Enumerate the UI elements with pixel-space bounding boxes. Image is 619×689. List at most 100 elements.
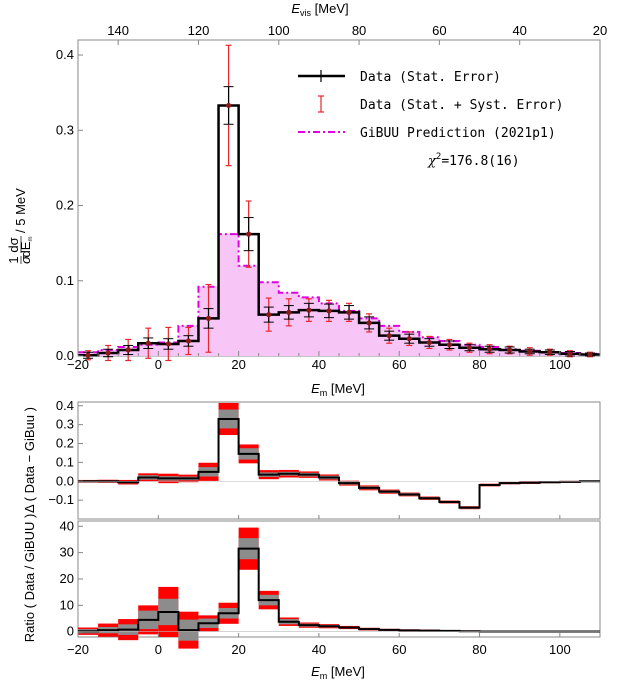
data-point [205,315,212,321]
data-point [125,347,131,353]
main-x-axis-subscript: m [320,388,328,398]
chi2-value: =176.8(16) [441,154,519,169]
main-x-axis-label: Em [MeV] [311,381,365,398]
y-tick-label: 0.1 [56,273,74,288]
central-value-line [78,417,600,509]
data-point [567,351,573,357]
data-point [366,320,372,326]
ratio-y-axis-label: Ratio ( Data / GiBUU ) [22,514,37,643]
delta-y-axis-label: Δ ( Data − GiBuu ) [22,407,37,513]
data-point [386,333,392,339]
top-axis-ticks: 140 120 100 80 60 40 20 [107,23,607,45]
y-tick-label: 0.4 [56,47,74,62]
legend-syst-label: Data (Stat. + Syst. Error) [360,98,564,113]
data-point [225,102,232,109]
top-tick-label: 120 [188,23,210,38]
central-value-line [78,547,600,633]
data-point [486,346,493,352]
ratio-x-axis-label: Em [MeV] [311,664,365,681]
data-point [85,352,91,358]
data-point [165,341,171,347]
top-tick-label: 100 [268,23,290,38]
y-tick-label: 0.0 [56,348,74,363]
ratio-x-axis-unit: [MeV] [327,664,365,679]
chi2-symbol: χ [427,154,437,169]
x-tick-label: 60 [392,357,406,372]
x-tick-label: 80 [472,357,486,372]
y-tick-label: 20 [60,571,74,586]
chi2-annotation: χ2=176.8(16) [427,152,520,169]
main-y-axis-label: 1 σ dσ dEm / 5 MeV [6,188,34,264]
data-point [246,231,252,237]
x-tick-label: −20 [67,642,89,657]
y-frac2-num: dσ [6,237,21,252]
data-point [547,349,553,355]
y-frac1-num: 1 [6,256,21,263]
data-point [507,347,513,353]
data-point [185,338,192,344]
top-axis-label: Evis [MeV] [291,1,348,18]
legend-entry-data: Data (Stat. Error) [298,70,501,85]
ratio-x-ticks: −20 0 20 40 60 80 100 [67,633,571,657]
ratio-x-axis-symbol: E [311,664,320,679]
main-panel: −20 0 20 40 60 80 100 0.00.10.20.30.4 140 120 10… [6,1,607,398]
data-point [426,339,432,346]
delta-bands [78,402,600,510]
y-frac2-den-sub: m [28,237,34,242]
y-tick-label: 0 [67,624,74,639]
top-tick-label: 20 [593,23,607,38]
delta-plot-frame [77,401,601,520]
top-tick-label: 140 [107,23,129,38]
main-x-axis-unit: [MeV] [327,381,365,396]
legend-entry-gibuu: GiBUU Prediction (2021p1) [298,126,556,141]
x-tick-label: 40 [312,357,326,372]
data-point [286,309,292,315]
data-point [446,342,453,348]
x-tick-label: 0 [155,357,162,372]
data-point [306,307,312,313]
data-point [105,350,111,356]
x-tick-label: 80 [472,642,486,657]
data-point [587,351,593,358]
main-x-ticks: −20 0 20 40 60 80 100 [67,351,601,372]
data-point [346,309,352,315]
y-tick-label: 30 [60,545,74,560]
y-tick-label: 0.4 [56,398,74,413]
data-point [466,345,473,351]
error-bars [83,44,595,362]
y-tick-label: 0.0 [56,473,74,488]
legend-gibuu-label: GiBUU Prediction (2021p1) [360,126,556,141]
gibuu-prediction-series [78,233,600,356]
ratio-x-axis-subscript: m [320,671,328,681]
top-axis-symbol: E [291,1,300,16]
legend-data-label: Data (Stat. Error) [360,70,501,85]
y-frac2-den: dEm [18,237,34,258]
top-tick-label: 40 [512,23,526,38]
top-axis-unit: [MeV] [311,1,349,16]
y-label-rest: / 5 MeV [13,188,28,233]
x-tick-label: 0 [155,642,162,657]
legend-entry-syst: Data (Stat. + Syst. Error) [318,95,564,113]
legend: Data (Stat. Error) Data (Stat. + Syst. E… [298,70,564,169]
x-tick-label: 20 [231,357,245,372]
chi2-superscript: 2 [436,152,441,162]
main-x-axis-symbol: E [311,381,320,396]
x-tick-label: 100 [549,357,571,372]
y-frac2-den-text: dE [18,241,33,257]
ratio-bands [78,527,600,649]
y-tick-label: −0.1 [48,492,74,507]
ratio-panel: 0 10 20 30 40 −20 0 20 40 60 80 100 Ratio ( Data /… [22,514,601,681]
x-tick-label: 60 [392,642,406,657]
data-point [266,312,272,318]
y-tick-label: 40 [60,518,74,533]
x-tick-label: −20 [67,357,89,372]
y-tick-label: 0.2 [56,198,74,213]
gibuu-fill [78,234,600,356]
x-tick-label: 20 [231,642,245,657]
delta-y-ticks: −0.1 0.0 0.1 0.2 0.3 0.4 [48,398,83,507]
top-axis-subscript: vis [300,8,311,18]
top-tick-label: 60 [432,23,446,38]
y-tick-label: 0.3 [56,417,74,432]
y-tick-label: 0.2 [56,436,74,451]
